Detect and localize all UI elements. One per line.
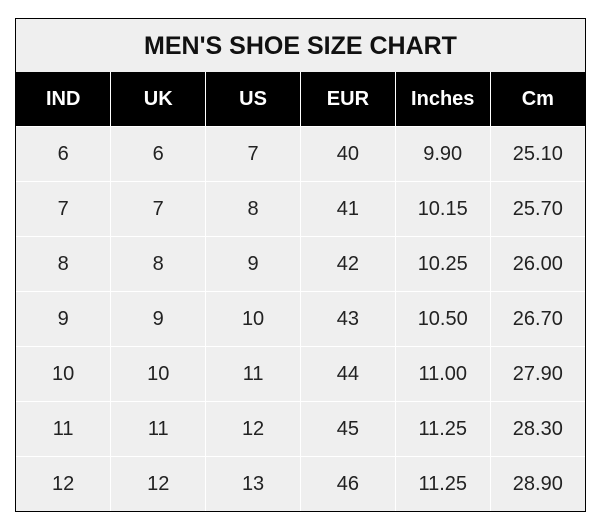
table-cell: 12 xyxy=(16,456,111,511)
column-header: US xyxy=(205,72,301,127)
table-cell: 11.25 xyxy=(394,456,491,511)
table-cell: 10.15 xyxy=(394,181,491,237)
table-cell: 42 xyxy=(299,236,396,292)
table-cell: 12 xyxy=(110,456,206,511)
table-row: 11 11 12 45 11.25 28.30 xyxy=(16,401,585,457)
table-cell: 26.70 xyxy=(489,291,585,347)
column-header: Inches xyxy=(394,72,491,127)
table-row: 6 6 7 40 9.90 25.10 xyxy=(16,126,585,182)
table-cell: 40 xyxy=(299,126,396,182)
table-cell: 25.70 xyxy=(489,181,585,237)
table-cell: 10 xyxy=(16,346,111,402)
table-cell: 28.30 xyxy=(489,401,585,457)
table-cell: 9 xyxy=(16,291,111,347)
column-header: IND xyxy=(16,72,111,127)
table-cell: 11.00 xyxy=(394,346,491,402)
size-chart: MEN'S SHOE SIZE CHART IND UK US EUR Inches Cm… xyxy=(15,18,586,512)
table-row: 12 12 13 46 11.25 28.90 xyxy=(16,456,585,511)
column-header: EUR xyxy=(299,72,396,127)
table-row: 10 10 11 44 11.00 27.90 xyxy=(16,346,585,402)
table-cell: 10.25 xyxy=(394,236,491,292)
column-header: Cm xyxy=(489,72,585,127)
table-cell: 13 xyxy=(205,456,301,511)
table-cell: 9 xyxy=(110,291,206,347)
table-cell: 27.90 xyxy=(489,346,585,402)
table-cell: 44 xyxy=(299,346,396,402)
table-cell: 6 xyxy=(16,126,111,182)
table-row: 7 7 8 41 10.15 25.70 xyxy=(16,181,585,237)
table-cell: 45 xyxy=(299,401,396,457)
table-cell: 25.10 xyxy=(489,126,585,182)
table-cell: 41 xyxy=(299,181,396,237)
table-cell: 46 xyxy=(299,456,396,511)
table-cell: 7 xyxy=(205,126,301,182)
table-row: 8 8 9 42 10.25 26.00 xyxy=(16,236,585,292)
table-cell: 11 xyxy=(205,346,301,402)
table-cell: 11 xyxy=(16,401,111,457)
table-cell: 26.00 xyxy=(489,236,585,292)
table-cell: 6 xyxy=(110,126,206,182)
table-cell: 7 xyxy=(16,181,111,237)
table-cell: 10.50 xyxy=(394,291,491,347)
table-cell: 8 xyxy=(16,236,111,292)
table-cell: 9 xyxy=(205,236,301,292)
header-row: IND UK US EUR Inches Cm xyxy=(16,72,585,127)
table-cell: 11 xyxy=(110,401,206,457)
table-cell: 28.90 xyxy=(489,456,585,511)
table-cell: 9.90 xyxy=(394,126,491,182)
table-cell: 8 xyxy=(205,181,301,237)
table-cell: 7 xyxy=(110,181,206,237)
chart-title: MEN'S SHOE SIZE CHART xyxy=(144,32,457,60)
table-cell: 8 xyxy=(110,236,206,292)
table-cell: 43 xyxy=(299,291,396,347)
table-cell: 10 xyxy=(110,346,206,402)
column-header: UK xyxy=(110,72,206,127)
size-table: IND UK US EUR Inches Cm 6 6 7 40 9.90 25.10 7 7 8 41 10… xyxy=(16,72,585,511)
table-cell: 10 xyxy=(205,291,301,347)
table-cell: 12 xyxy=(205,401,301,457)
table-row: 9 9 10 43 10.50 26.70 xyxy=(16,291,585,347)
table-cell: 11.25 xyxy=(394,401,491,457)
